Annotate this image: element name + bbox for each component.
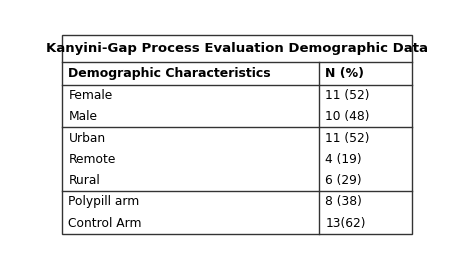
Text: 13(62): 13(62)	[325, 217, 366, 230]
Text: Demographic Characteristics: Demographic Characteristics	[68, 67, 271, 80]
Text: Rural: Rural	[68, 174, 100, 187]
Text: Remote: Remote	[68, 153, 116, 166]
Text: Control Arm: Control Arm	[68, 217, 142, 230]
Text: Male: Male	[68, 110, 97, 123]
Text: N (%): N (%)	[325, 67, 365, 80]
Text: Polypill arm: Polypill arm	[68, 195, 140, 208]
Text: 11 (52): 11 (52)	[325, 131, 370, 144]
Text: 4 (19): 4 (19)	[325, 153, 362, 166]
Text: 11 (52): 11 (52)	[325, 89, 370, 102]
Text: 8 (38): 8 (38)	[325, 195, 362, 208]
Text: 6 (29): 6 (29)	[325, 174, 362, 187]
Text: Female: Female	[68, 89, 113, 102]
Text: 10 (48): 10 (48)	[325, 110, 370, 123]
Text: Kanyini-Gap Process Evaluation Demographic Data: Kanyini-Gap Process Evaluation Demograph…	[46, 42, 428, 55]
Text: Urban: Urban	[68, 131, 106, 144]
